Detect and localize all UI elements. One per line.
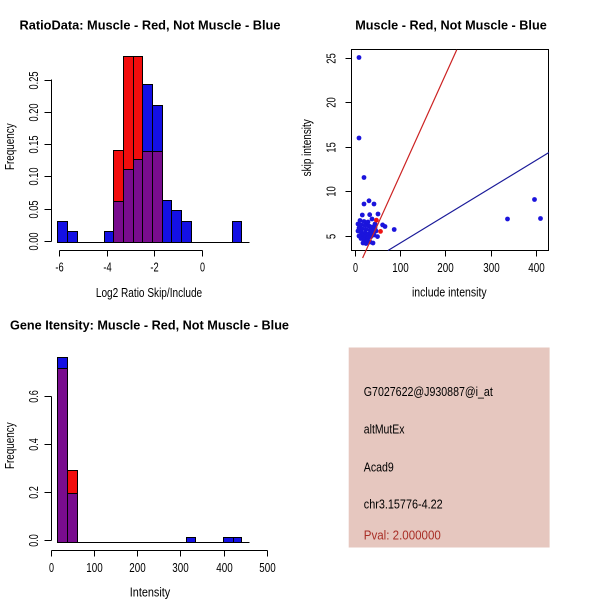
svg-text:300: 300 — [172, 561, 188, 575]
svg-text:300: 300 — [483, 261, 499, 275]
svg-text:include intensity: include intensity — [412, 285, 487, 299]
svg-text:RatioData: Muscle - Red, Not M: RatioData: Muscle - Red, Not Muscle - Bl… — [20, 18, 281, 33]
svg-text:500: 500 — [259, 561, 275, 575]
svg-text:200: 200 — [437, 261, 453, 275]
svg-text:Log2 Ratio Skip/Include: Log2 Ratio Skip/Include — [96, 286, 202, 300]
svg-text:0.00: 0.00 — [27, 232, 41, 250]
svg-text:0: 0 — [200, 261, 205, 275]
svg-text:G7027622@J930887@i_at: G7027622@J930887@i_at — [364, 385, 493, 399]
svg-text:0.05: 0.05 — [27, 200, 41, 218]
svg-text:0.20: 0.20 — [27, 103, 41, 121]
svg-text:400: 400 — [528, 261, 544, 275]
svg-text:Frequency: Frequency — [3, 123, 17, 170]
svg-text:0: 0 — [353, 261, 358, 275]
svg-text:400: 400 — [216, 561, 232, 575]
svg-text:0.10: 0.10 — [27, 167, 41, 185]
svg-text:Intensity: Intensity — [130, 586, 171, 600]
svg-text:100: 100 — [86, 561, 102, 575]
svg-text:-2: -2 — [150, 261, 158, 275]
svg-text:Muscle - Red, Not Muscle - Blu: Muscle - Red, Not Muscle - Blue — [355, 18, 547, 33]
svg-text:Pval: 2.000000: Pval: 2.000000 — [364, 529, 441, 543]
svg-text:0: 0 — [49, 561, 54, 575]
svg-text:10: 10 — [325, 186, 339, 197]
svg-text:20: 20 — [325, 97, 339, 108]
svg-text:15: 15 — [325, 142, 339, 153]
svg-text:0.2: 0.2 — [27, 486, 41, 499]
svg-text:-6: -6 — [55, 261, 63, 275]
svg-text:0.0: 0.0 — [27, 534, 41, 547]
svg-text:0.15: 0.15 — [27, 135, 41, 153]
svg-text:5: 5 — [325, 234, 339, 239]
svg-text:0.4: 0.4 — [27, 438, 41, 451]
svg-text:chr3.15776-4.22: chr3.15776-4.22 — [364, 498, 443, 512]
svg-text:-4: -4 — [103, 261, 111, 275]
svg-text:altMutEx: altMutEx — [364, 423, 405, 437]
svg-text:Frequency: Frequency — [3, 422, 17, 469]
svg-text:200: 200 — [129, 561, 145, 575]
svg-text:0.6: 0.6 — [27, 390, 41, 403]
svg-text:0.25: 0.25 — [27, 71, 41, 89]
svg-text:100: 100 — [392, 261, 408, 275]
svg-text:skip intensity: skip intensity — [300, 119, 314, 177]
svg-text:Gene Itensity: Muscle - Red, N: Gene Itensity: Muscle - Red, Not Muscle … — [10, 318, 289, 333]
svg-text:Acad9: Acad9 — [364, 461, 394, 475]
svg-text:25: 25 — [325, 53, 339, 64]
